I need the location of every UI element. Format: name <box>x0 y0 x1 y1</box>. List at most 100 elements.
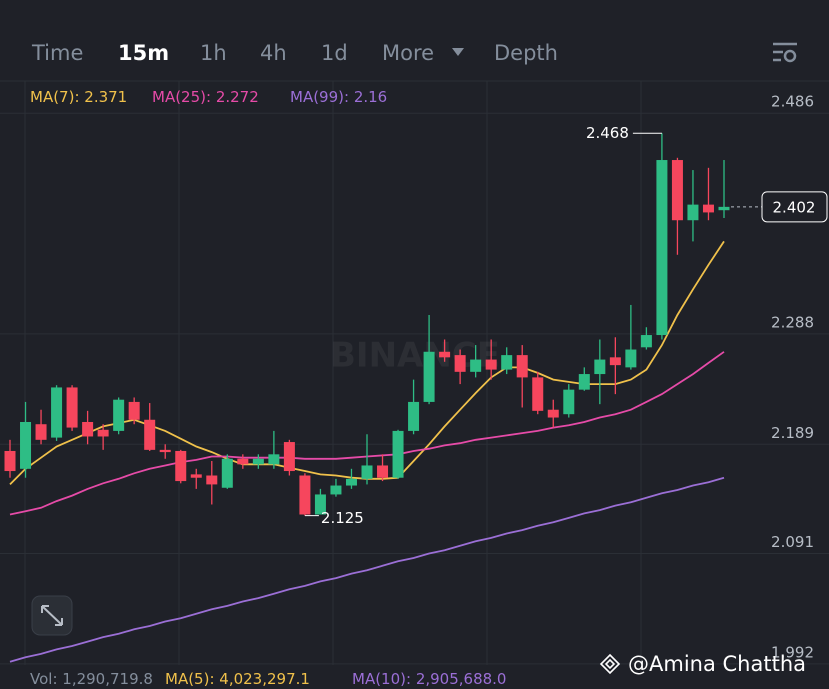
volume-value: 2,905,688.0 <box>416 670 507 688</box>
tab[interactable]: 4h <box>260 41 287 65</box>
price-box <box>761 191 828 223</box>
legend-name: MA(7) <box>30 88 74 106</box>
current-price: 2.402 <box>773 198 816 216</box>
y-tick-label: 1.992 <box>771 643 814 661</box>
candle-body <box>190 474 202 478</box>
candle-body <box>640 335 652 348</box>
volume-sep: : <box>52 670 62 688</box>
candle-body <box>361 465 373 479</box>
y-tick-label: 2.288 <box>771 313 814 331</box>
volume-entry: MA(5): 4,023,297.1 <box>165 670 310 688</box>
legend-sep: : <box>344 88 354 106</box>
volume-value: 1,290,719.8 <box>62 670 153 688</box>
legend-entry: MA(25): 2.272 <box>152 88 259 106</box>
legend-name: MA(25) <box>152 88 206 106</box>
candle-body <box>159 449 171 453</box>
y-tick-label: 2.486 <box>771 93 814 111</box>
volume-strip <box>0 666 829 689</box>
tab[interactable]: Time <box>31 41 83 65</box>
credit: @Amina Chattha <box>628 652 806 676</box>
tab[interactable]: Depth <box>494 41 558 65</box>
volume-name: MA(10) <box>352 670 406 688</box>
candle-body <box>594 359 606 375</box>
candle-body <box>314 494 326 515</box>
candle-body <box>501 355 513 370</box>
min-label: 2.125 <box>321 509 364 527</box>
settings-icon[interactable] <box>773 42 797 63</box>
volume-name: Vol <box>30 670 52 688</box>
candle-body <box>268 454 280 465</box>
candle-body <box>609 357 621 366</box>
volume-value: 4,023,297.1 <box>219 670 310 688</box>
candle-body <box>718 206 730 211</box>
candle-body <box>563 389 575 415</box>
tab[interactable]: More <box>382 41 434 65</box>
candle-body <box>377 465 389 478</box>
expand-button[interactable] <box>31 595 73 636</box>
candle-body <box>439 351 451 358</box>
candle-body <box>454 355 466 372</box>
candle-body <box>532 377 544 411</box>
candle-body <box>221 458 233 488</box>
candle-body <box>97 429 109 437</box>
candle-body <box>671 160 683 221</box>
candle-body <box>237 458 249 465</box>
volume-name: MA(5) <box>165 670 209 688</box>
candle-body <box>330 485 342 495</box>
legend-value: 2.272 <box>216 88 259 106</box>
legend-name: MA(99) <box>290 88 344 106</box>
legend-entry: MA(99): 2.16 <box>290 88 387 106</box>
annotations: 2.468 2.125 2.402 <box>304 124 828 527</box>
y-tick-label: 2.189 <box>771 424 814 442</box>
y-tick-label: 2.091 <box>771 533 814 551</box>
candle-body <box>4 450 16 472</box>
candle-body <box>66 387 78 428</box>
candle-body <box>345 478 357 486</box>
candles <box>4 133 730 516</box>
credit-logo <box>599 653 621 675</box>
interval-tabs: Time 15m 1h 4h 1d More Depth <box>31 41 558 65</box>
legend-entry: MA(7): 2.371 <box>30 88 127 106</box>
legend-sep: : <box>206 88 216 106</box>
candle-body <box>206 475 218 485</box>
ma-line <box>9 476 725 663</box>
candle-body <box>128 401 140 420</box>
volume-sep: : <box>406 670 416 688</box>
candle-body <box>20 421 32 469</box>
candle-body <box>144 419 156 450</box>
max-label: 2.468 <box>586 124 629 142</box>
tab[interactable]: 1d <box>321 41 348 65</box>
candle-body <box>547 409 559 418</box>
volume-sep: : <box>209 670 219 688</box>
candle-body <box>408 401 420 431</box>
candle-body <box>702 204 714 213</box>
dropdown-arrow <box>452 48 464 56</box>
ma-legend: MA(7): 2.371 MA(25): 2.272 MA(99): 2.16 <box>30 88 387 106</box>
legend-value: 2.371 <box>84 88 127 106</box>
candle-body <box>423 351 435 402</box>
legend-sep: : <box>74 88 84 106</box>
candle-body <box>175 450 187 482</box>
volume-entry: Vol: 1,290,719.8 <box>30 670 153 688</box>
legend-value: 2.16 <box>354 88 387 106</box>
price-grid: 2.486 2.288 2.189 2.091 1.992 <box>0 93 829 665</box>
candle-body <box>516 355 528 378</box>
candle-body <box>35 424 47 440</box>
candle-body <box>283 442 295 472</box>
time-grid <box>24 81 642 665</box>
volume-legend: Vol: 1,290,719.8 MA(5): 4,023,297.1 MA(10)… <box>30 670 506 688</box>
candle-body <box>299 475 311 515</box>
candle-body <box>656 160 668 336</box>
tab[interactable]: 1h <box>200 41 227 65</box>
candle-body <box>82 421 94 437</box>
candle-body <box>252 458 264 465</box>
candle-body <box>113 399 125 431</box>
candle-body <box>687 204 699 221</box>
candle-body <box>625 349 637 368</box>
candle-body <box>470 359 482 372</box>
candle-body <box>51 387 63 438</box>
candle-body <box>578 374 590 390</box>
tab[interactable]: 15m <box>118 41 169 65</box>
